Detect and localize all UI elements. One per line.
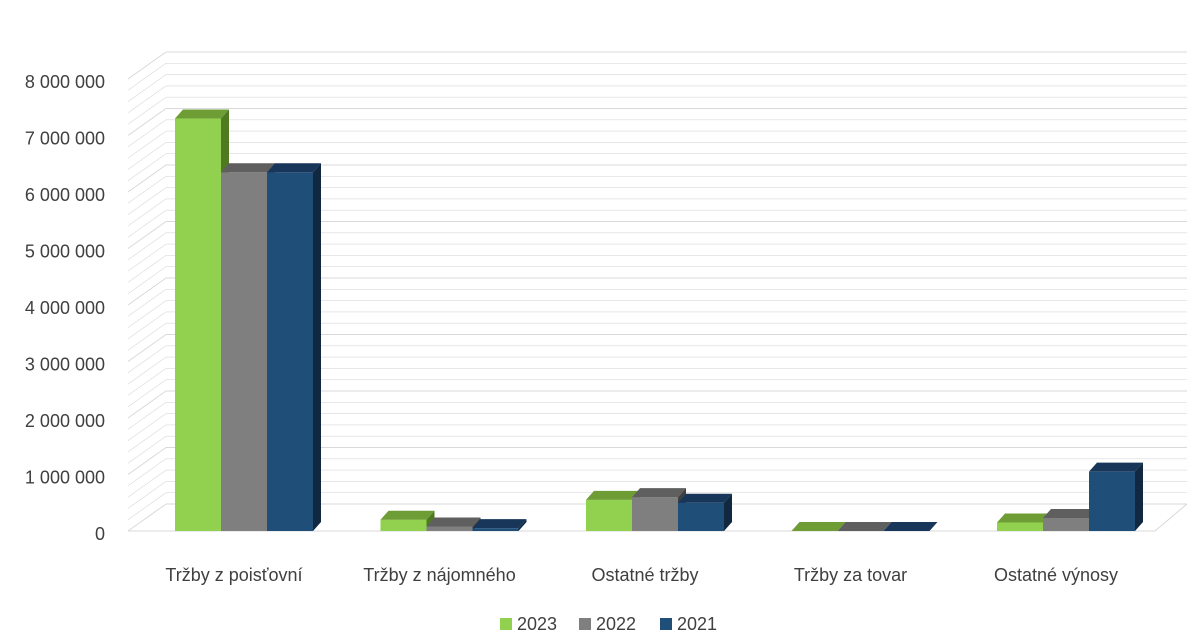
y-tick-label: 1 000 000 <box>25 468 105 488</box>
bar-side-2021 <box>313 163 321 531</box>
bar-2023 <box>586 499 632 531</box>
gridline-side <box>127 311 167 340</box>
bar-top-2022 <box>426 517 481 527</box>
bar-2021 <box>472 528 519 531</box>
x-tick-label: Tržby z nájomného <box>363 565 515 585</box>
gridline-side <box>127 221 167 249</box>
bar-2022 <box>1043 518 1089 531</box>
gridline-side <box>127 96 167 125</box>
gridline-side <box>127 130 167 159</box>
gridline-side <box>127 176 167 204</box>
x-tick-label: Ostatné výnosy <box>994 565 1118 585</box>
gridline-side <box>127 390 167 419</box>
gridline-side <box>127 232 167 261</box>
y-tick-label: 6 000 000 <box>25 185 105 205</box>
gridline-side <box>127 142 167 170</box>
x-tick-label: Tržby z poisťovní <box>165 565 302 585</box>
bar-top-2021 <box>1089 462 1143 472</box>
bar-2021 <box>267 172 313 531</box>
bar-2022 <box>426 526 473 531</box>
bar-2021 <box>678 502 724 531</box>
y-tick-label: 0 <box>95 524 105 544</box>
bar-top-2021 <box>472 519 527 529</box>
gridline-side <box>127 300 167 328</box>
bar-top-2023 <box>380 510 435 520</box>
gridline-side <box>127 435 167 464</box>
x-tick-label: Tržby za tovar <box>794 565 907 585</box>
bar-top-2022 <box>837 522 892 531</box>
gridline-side <box>127 85 167 114</box>
bar-top-2022 <box>1043 509 1097 519</box>
gridline-side <box>127 187 167 215</box>
gridline-side <box>127 266 167 294</box>
gridline-side <box>127 402 167 430</box>
gridline-side <box>127 334 167 362</box>
gridline-side <box>127 481 167 509</box>
gridline-side <box>127 153 167 181</box>
y-tick-label: 3 000 000 <box>25 355 105 375</box>
y-tick-label: 2 000 000 <box>25 411 105 431</box>
gridline-side <box>127 51 167 80</box>
gridline-side <box>127 356 167 385</box>
gridline-side <box>127 119 167 148</box>
legend-label-2023: 2023 <box>517 614 557 634</box>
bar-top-2022 <box>221 163 275 173</box>
bar-top-2021 <box>267 163 321 173</box>
gridline-side <box>127 469 167 498</box>
bar-2022 <box>221 172 267 531</box>
bar-top-2021 <box>678 493 732 503</box>
bar-2022 <box>632 497 678 531</box>
bar-side-2021 <box>724 493 732 531</box>
gridline-side <box>127 379 167 407</box>
bar-top-2022 <box>632 488 686 498</box>
bar-top-2023 <box>791 522 846 531</box>
gridline-side <box>127 198 167 227</box>
bar-top-2023 <box>175 109 229 119</box>
gridline-side <box>127 447 167 475</box>
bar-2021 <box>1089 471 1135 531</box>
gridline-side <box>127 322 167 351</box>
bar-2023 <box>997 522 1043 531</box>
gridline-side <box>127 503 167 532</box>
gridline-side <box>127 108 167 136</box>
legend-swatch-2022 <box>579 618 591 630</box>
bar-2023 <box>380 519 427 531</box>
bar-2023 <box>175 118 221 532</box>
legend-swatch-2021 <box>660 618 672 630</box>
gridline-side <box>127 74 167 102</box>
gridline-side <box>127 424 167 453</box>
bar-side-2021 <box>1135 462 1143 531</box>
gridline-side <box>127 492 167 520</box>
gridline-side <box>127 458 167 487</box>
floor-right-edge <box>1154 503 1188 532</box>
x-tick-label: Ostatné tržby <box>591 565 698 585</box>
gridline-side <box>127 345 167 374</box>
gridline-side <box>127 164 167 193</box>
y-tick-label: 4 000 000 <box>25 298 105 318</box>
gridline-side <box>127 289 167 317</box>
gridline-side <box>127 63 167 91</box>
bar-top-2023 <box>997 513 1051 523</box>
bar-side-2021 <box>518 519 527 531</box>
legend-swatch-2023 <box>500 618 512 630</box>
gridline-side <box>127 413 167 441</box>
gridline-side <box>127 243 167 272</box>
legend-label-2022: 2022 <box>596 614 636 634</box>
legend-label-2021: 2021 <box>677 614 717 634</box>
y-tick-label: 8 000 000 <box>25 72 105 92</box>
bar-top-2023 <box>586 490 640 500</box>
y-tick-label: 7 000 000 <box>25 129 105 149</box>
gridline-side <box>127 209 167 238</box>
gridline-side <box>127 255 167 283</box>
gridline-side <box>127 277 167 306</box>
gridline-side <box>127 368 167 396</box>
bar-top-2021 <box>883 522 938 531</box>
y-tick-label: 5 000 000 <box>25 242 105 262</box>
